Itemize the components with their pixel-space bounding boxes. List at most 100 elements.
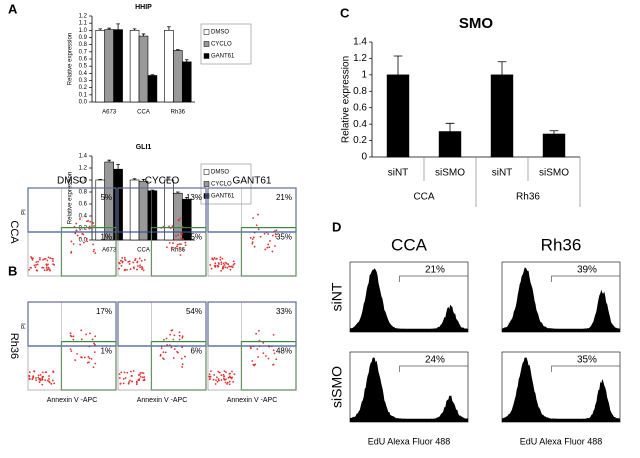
legend-swatch xyxy=(203,181,210,187)
column-label: CCA xyxy=(391,235,428,254)
cell-dot xyxy=(82,241,85,244)
error-bar xyxy=(167,176,171,180)
cell-dot xyxy=(87,355,90,358)
cell-dot xyxy=(223,264,226,266)
plot-frame xyxy=(117,301,207,391)
cell-dot xyxy=(51,379,54,382)
cell-dot xyxy=(124,258,126,261)
cell-dot xyxy=(255,224,258,227)
cell-dot xyxy=(72,335,75,338)
y-axis-label: PI xyxy=(22,209,28,215)
x-axis-label: Annexin V -APC xyxy=(47,397,98,404)
cell-dot xyxy=(227,263,230,266)
cell-dot xyxy=(252,236,255,239)
cell-dot xyxy=(121,257,124,259)
cell-dot xyxy=(177,234,180,236)
cell-dot xyxy=(86,237,88,240)
plot-frame xyxy=(207,301,297,391)
cell-dot xyxy=(38,256,41,259)
cell-dot xyxy=(178,243,181,245)
cell-dot xyxy=(179,254,182,256)
lower-percent: 48% xyxy=(276,347,292,356)
cell-dot xyxy=(51,257,54,260)
cell-dot xyxy=(257,356,260,358)
cell-dot xyxy=(135,383,138,386)
row-label: CCA xyxy=(8,220,20,244)
cell-dot xyxy=(76,352,78,355)
cell-dot xyxy=(217,265,220,268)
cell-dot xyxy=(178,338,181,341)
legend-label: GANT61 xyxy=(211,54,235,60)
gate-bracket xyxy=(399,275,468,282)
cell-dot xyxy=(46,269,48,272)
legend-swatch xyxy=(203,41,210,47)
cell-dot xyxy=(178,248,181,250)
bar xyxy=(129,179,140,241)
cell-dot xyxy=(28,371,31,374)
cell-dot xyxy=(175,235,177,237)
cell-dot xyxy=(231,376,233,379)
cell-dot xyxy=(209,264,212,266)
bar xyxy=(95,30,106,103)
upper-percent: 21% xyxy=(276,193,292,202)
upper-percent: 17% xyxy=(96,307,112,316)
error-bar xyxy=(445,122,455,132)
cell-dot xyxy=(37,376,40,379)
cell-dot xyxy=(180,232,183,234)
cell-dot xyxy=(264,248,267,251)
y-tick-label: 0.4 xyxy=(79,214,88,220)
cell-dot xyxy=(176,243,179,246)
cell-dot xyxy=(232,260,235,263)
cell-dot xyxy=(233,373,236,376)
cell-dot xyxy=(43,269,46,272)
bar xyxy=(95,179,106,241)
cell-dot xyxy=(228,372,231,375)
cell-dot xyxy=(142,372,145,375)
plot-frame xyxy=(349,261,469,333)
plot-frame xyxy=(27,301,117,391)
cell-dot xyxy=(78,237,81,239)
chart-title: HHIP xyxy=(135,4,152,11)
legend-label: DMSO xyxy=(211,30,229,36)
cell-dot xyxy=(89,332,91,335)
legend-swatch xyxy=(203,169,210,175)
upper-percent: 5% xyxy=(100,193,112,202)
bar xyxy=(173,50,183,103)
cell-dot xyxy=(41,375,44,378)
plot-frame xyxy=(117,187,207,277)
bar xyxy=(138,35,149,103)
cell-dot xyxy=(136,268,138,271)
cell-dot xyxy=(274,233,277,235)
cell-dot xyxy=(79,243,82,246)
cell-dot xyxy=(184,241,187,244)
cell-dot xyxy=(222,373,225,376)
cell-dot xyxy=(75,222,78,225)
error-bar xyxy=(98,179,103,180)
x-tick-label: Rh36 xyxy=(171,248,186,254)
cell-dot xyxy=(168,242,171,244)
cell-dot xyxy=(48,375,50,377)
plot-frame xyxy=(501,261,621,333)
x-tick-label: Rh36 xyxy=(171,110,186,116)
x-tick-label: A673 xyxy=(102,110,117,116)
cell-dot xyxy=(50,382,53,385)
bar xyxy=(129,30,140,103)
cell-dot xyxy=(208,375,210,378)
cell-dot xyxy=(217,370,220,373)
cell-dot xyxy=(169,333,172,336)
cell-dot xyxy=(37,260,40,263)
y-tick-label: 1.2 xyxy=(353,53,367,64)
cell-dot xyxy=(35,379,38,382)
cell-dot xyxy=(142,269,145,272)
cell-dot xyxy=(42,266,45,269)
cell-dot xyxy=(41,266,44,269)
cell-dot xyxy=(48,268,51,271)
cell-dot xyxy=(218,379,220,382)
cell-dot xyxy=(212,378,215,381)
cell-dot xyxy=(223,370,226,373)
y-tick-label: 0.1 xyxy=(79,92,88,98)
cell-dot xyxy=(75,229,78,232)
cell-dot xyxy=(33,370,36,373)
plot-frame xyxy=(207,187,297,277)
cell-dot xyxy=(163,338,165,341)
